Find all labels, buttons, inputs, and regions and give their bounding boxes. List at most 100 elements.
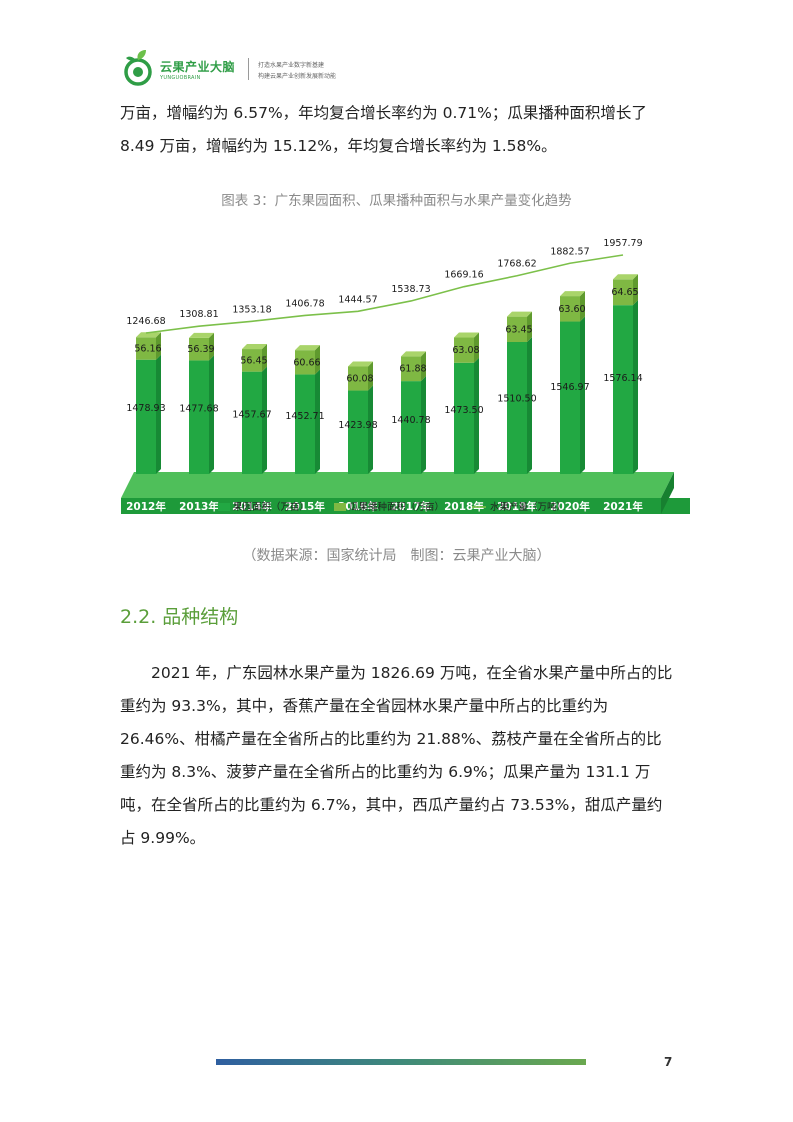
legend-label-melon: 瓜果播种面积（万亩）	[349, 501, 444, 513]
logo-name: 云果产业大脑	[160, 60, 236, 74]
orchard-bar	[295, 374, 315, 474]
orchard-bar-side	[262, 366, 267, 474]
category-label: 2020年	[550, 500, 590, 513]
intro-line: 万亩，增幅约为 6.57%，年均复合增长率约为 0.71%；瓜果播种面积增长了	[120, 104, 647, 122]
production-value-label: 1406.78	[285, 298, 324, 309]
body-paragraph: 2021 年，广东园林水果产量为 1826.69 万吨，在全省水果产量中所占的比…	[120, 657, 680, 855]
production-line	[145, 254, 624, 334]
orchard-bar	[454, 362, 474, 474]
melon-bar-side	[580, 291, 585, 322]
orchard-bar	[136, 359, 156, 474]
orchard-bar	[189, 360, 209, 474]
slogan-line-2: 构建云果产业创新发展新动能	[258, 73, 337, 80]
chart-floor-top	[121, 472, 674, 498]
melon-bar-side	[527, 311, 532, 342]
orchard-value-label: 1452.71	[285, 411, 324, 422]
melon-bar-side	[474, 332, 479, 363]
legend-swatch-melon	[334, 503, 346, 511]
orchard-bar-side	[315, 369, 320, 474]
melon-bar-side	[209, 332, 214, 361]
orchard-bar-side	[474, 357, 479, 474]
melon-bar-top	[189, 332, 214, 338]
orchard-value-label: 1473.50	[444, 405, 483, 416]
orchard-bar-side	[156, 354, 161, 474]
melon-bar-side	[262, 344, 267, 372]
section-title: 2.2. 品种结构	[120, 606, 239, 628]
melon-bar	[454, 337, 474, 363]
melon-value-label: 60.66	[293, 357, 320, 368]
page-header: 云果产业大脑 YUNGUOBRAIN 打造水果产业数字新基建 构建云果产业创新发…	[122, 46, 382, 88]
production-value-label: 1538.73	[391, 284, 430, 295]
melon-bar-top	[507, 311, 532, 317]
melon-value-label: 63.45	[505, 324, 532, 335]
chart-floor-front	[121, 498, 697, 514]
production-value-label: 1768.62	[497, 259, 536, 270]
figure-caption: 图表 3：广东果园面积、瓜果播种面积与水果产量变化趋势	[221, 193, 572, 209]
production-value-label: 1246.68	[126, 316, 165, 327]
body-line: 占 9.99%。	[120, 829, 206, 847]
melon-bar-top	[242, 344, 267, 350]
category-label: 2013年	[179, 500, 219, 513]
header-divider	[248, 58, 249, 80]
orchard-value-label: 1423.98	[338, 420, 377, 431]
melon-bar	[189, 337, 209, 361]
category-label: 2018年	[444, 500, 484, 513]
intro-line: 8.49 万亩，增幅约为 15.12%，年均复合增长率约为 1.58%。	[120, 137, 557, 155]
melon-bar-side	[156, 332, 161, 360]
chart-container: 1478.93 56.16 2012年 1477.68 56.39 2013年 1457.6…	[110, 228, 697, 528]
orchard-value-label: 1546.97	[550, 382, 589, 393]
melon-bar	[401, 356, 421, 382]
melon-value-label: 63.60	[558, 304, 585, 315]
legend-swatch-orchard	[218, 503, 230, 511]
orchard-bar-side	[633, 300, 638, 474]
orchard-bar	[507, 341, 527, 474]
category-label: 2015年	[285, 500, 325, 513]
melon-bar	[136, 337, 156, 360]
melon-value-label: 64.65	[611, 287, 638, 298]
category-label: 2021年	[603, 500, 643, 513]
chart-floor-side	[661, 472, 674, 514]
melon-bar-top	[613, 274, 638, 280]
figure-source: （数据来源：国家统计局 制图：云果产业大脑）	[242, 548, 551, 564]
melon-bar	[295, 350, 315, 375]
orchard-value-label: 1440.78	[391, 415, 430, 426]
production-value-label: 1444.57	[338, 294, 377, 305]
orchard-value-label: 1477.68	[179, 404, 218, 415]
melon-bar	[560, 296, 580, 322]
melon-bar-side	[315, 345, 320, 375]
production-value-label: 1669.16	[444, 270, 483, 281]
orchard-bar-side	[580, 316, 585, 474]
legend-label-production: 水果产量（万吨）	[490, 501, 566, 513]
body-line: 26.46%、柑橘产量在全省所占的比重约为 21.88%、荔枝产量在全省所占的比	[120, 730, 662, 748]
slogan-line-1: 打造水果产业数字新基建	[258, 62, 325, 69]
melon-bar-top	[454, 332, 479, 338]
melon-bar-top	[295, 345, 320, 351]
production-value-label: 1308.81	[179, 309, 218, 320]
melon-bar	[507, 316, 527, 342]
page-number: 7	[664, 1055, 673, 1069]
melon-bar-top	[348, 361, 373, 367]
melon-bar-side	[421, 351, 426, 382]
melon-value-label: 60.08	[346, 374, 373, 385]
melon-bar-side	[368, 361, 373, 391]
melon-bar-top	[136, 332, 161, 338]
melon-bar	[613, 279, 633, 306]
melon-value-label: 63.08	[452, 345, 479, 356]
melon-bar-top	[401, 351, 426, 357]
orchard-value-label: 1457.67	[232, 410, 271, 421]
orchard-value-label: 1478.93	[126, 403, 165, 414]
intro-paragraph: 万亩，增幅约为 6.57%，年均复合增长率约为 0.71%；瓜果播种面积增长了 …	[120, 97, 680, 163]
category-label: 2017年	[391, 500, 431, 513]
orchard-bar-side	[421, 376, 426, 474]
orchard-bar-side	[368, 385, 373, 474]
category-label: 2012年	[126, 500, 166, 513]
footer-bar	[216, 1059, 586, 1065]
orchard-bar	[401, 381, 421, 474]
melon-value-label: 56.45	[240, 355, 267, 366]
melon-bar	[242, 349, 262, 372]
production-value-label: 1353.18	[232, 304, 271, 315]
body-line: 重约为 93.3%，其中，香蕉产量在全省园林水果产量中所占的比重约为	[120, 697, 609, 715]
orchard-bar-side	[527, 336, 532, 474]
orchard-bar	[348, 390, 368, 474]
body-line: 2021 年，广东园林水果产量为 1826.69 万吨，在全省水果产量中所占的比	[151, 664, 673, 682]
